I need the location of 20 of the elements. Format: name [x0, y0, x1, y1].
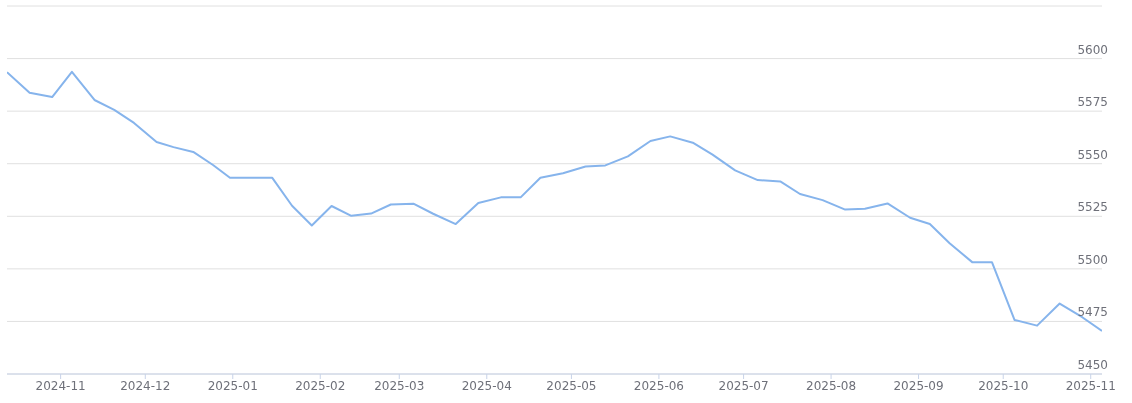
x-tick-label: 2025-07 — [718, 378, 769, 393]
x-tick-label: 2025-10 — [978, 378, 1029, 393]
x-tick-label: 2025-05 — [546, 378, 597, 393]
y-tick-label: 5500 — [1077, 252, 1108, 267]
y-tick-label: 5550 — [1077, 147, 1108, 162]
y-tick-label: 5575 — [1077, 95, 1108, 110]
y-tick-label: 5525 — [1077, 200, 1108, 215]
x-tick-label: 2025-02 — [295, 378, 346, 393]
x-tick-label: 2025-08 — [806, 378, 857, 393]
y-tick-label: 5475 — [1077, 305, 1108, 320]
y-tick-label: 5600 — [1077, 42, 1108, 57]
x-tick-label: 2025-04 — [461, 378, 512, 393]
x-tick-label: 2025-11 — [1065, 378, 1116, 393]
x-tick-label: 2025-01 — [207, 378, 258, 393]
x-tick-label: 2024-12 — [120, 378, 171, 393]
x-tick-label: 2024-11 — [35, 378, 86, 393]
x-tick-label: 2025-09 — [893, 378, 944, 393]
x-tick-label: 2025-06 — [633, 378, 684, 393]
y-tick-label: 5450 — [1077, 358, 1108, 372]
x-tick-label: 2025-03 — [374, 378, 425, 393]
